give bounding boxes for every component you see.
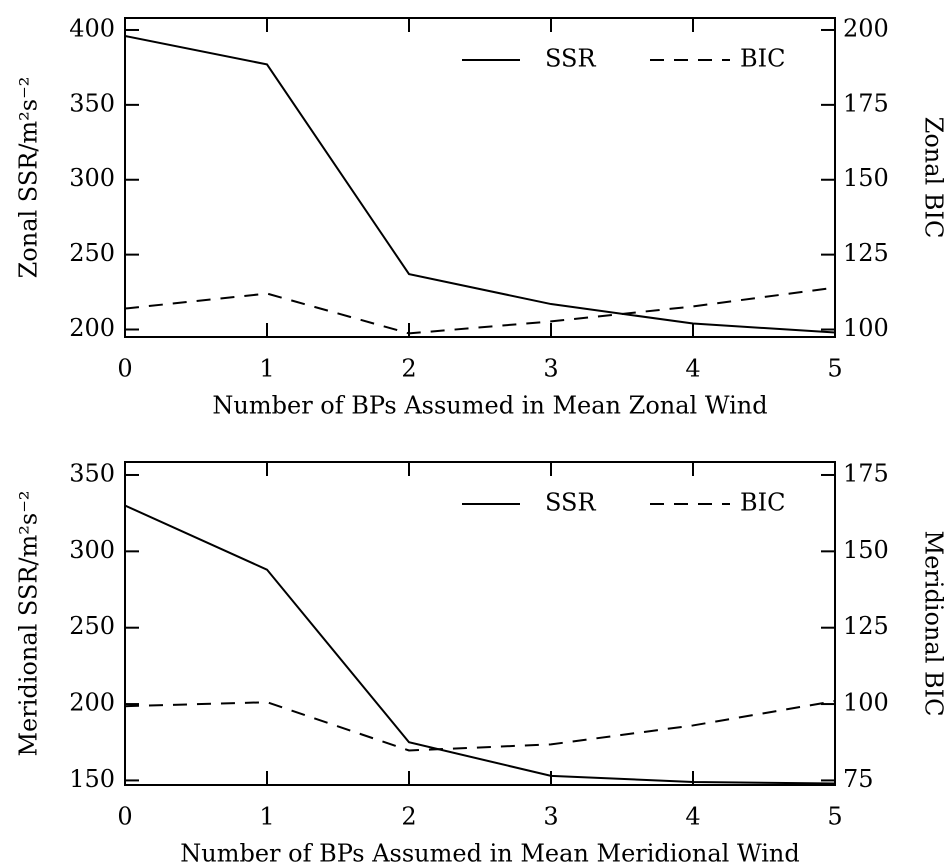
- x-tick-label: 4: [685, 803, 700, 831]
- y2-tick-label: 125: [843, 612, 889, 640]
- x-axis-label: Number of BPs Assumed in Mean Zonal Wind: [212, 392, 767, 420]
- series-line: [124, 34, 836, 334]
- plot-frame: [124, 461, 836, 786]
- y2-tick-label: 150: [843, 164, 889, 192]
- x-tick-label: 0: [117, 803, 132, 831]
- x-tick-label: 3: [543, 803, 558, 831]
- y-axis-label: Meridional SSR/m²s⁻²: [15, 490, 43, 756]
- x-axis-label: Number of BPs Assumed in Mean Meridional…: [180, 840, 799, 868]
- y-tick-label: 400: [69, 14, 115, 42]
- y2-tick-label: 150: [843, 536, 889, 564]
- y-tick-label: 200: [69, 314, 115, 342]
- y-tick-label: 300: [69, 536, 115, 564]
- y2-tick-label: 200: [843, 14, 889, 42]
- y2-tick-label: 175: [843, 459, 889, 487]
- legend-label: BIC: [740, 489, 785, 517]
- x-tick-label: 3: [543, 355, 558, 383]
- y-axis-label: Zonal SSR/m²s⁻²: [15, 77, 43, 279]
- y2-axis-label: Zonal BIC: [920, 117, 948, 239]
- legend-label: SSR: [545, 489, 596, 517]
- y-tick-label: 350: [69, 89, 115, 117]
- y-tick-label: 250: [69, 239, 115, 267]
- series-line: [124, 700, 836, 752]
- y-tick-label: 200: [69, 689, 115, 717]
- legend-label: SSR: [545, 45, 596, 73]
- x-tick-label: 0: [117, 355, 132, 383]
- x-tick-label: 5: [827, 803, 842, 831]
- y-tick-label: 250: [69, 612, 115, 640]
- y-tick-label: 300: [69, 164, 115, 192]
- series-line: [124, 286, 836, 335]
- y2-tick-label: 100: [843, 314, 889, 342]
- y2-axis-label: Meridional BIC: [920, 531, 948, 717]
- y-tick-label: 350: [69, 459, 115, 487]
- y-tick-label: 150: [69, 765, 115, 793]
- plot-frame: [124, 17, 836, 338]
- series-line: [124, 504, 836, 785]
- x-tick-label: 1: [259, 803, 274, 831]
- x-tick-label: 2: [401, 803, 416, 831]
- x-tick-label: 4: [685, 355, 700, 383]
- y2-tick-label: 175: [843, 89, 889, 117]
- x-tick-label: 1: [259, 355, 274, 383]
- y2-tick-label: 125: [843, 239, 889, 267]
- y2-tick-label: 100: [843, 689, 889, 717]
- x-tick-label: 2: [401, 355, 416, 383]
- legend-label: BIC: [740, 45, 785, 73]
- y2-tick-label: 75: [843, 765, 874, 793]
- x-tick-label: 5: [827, 355, 842, 383]
